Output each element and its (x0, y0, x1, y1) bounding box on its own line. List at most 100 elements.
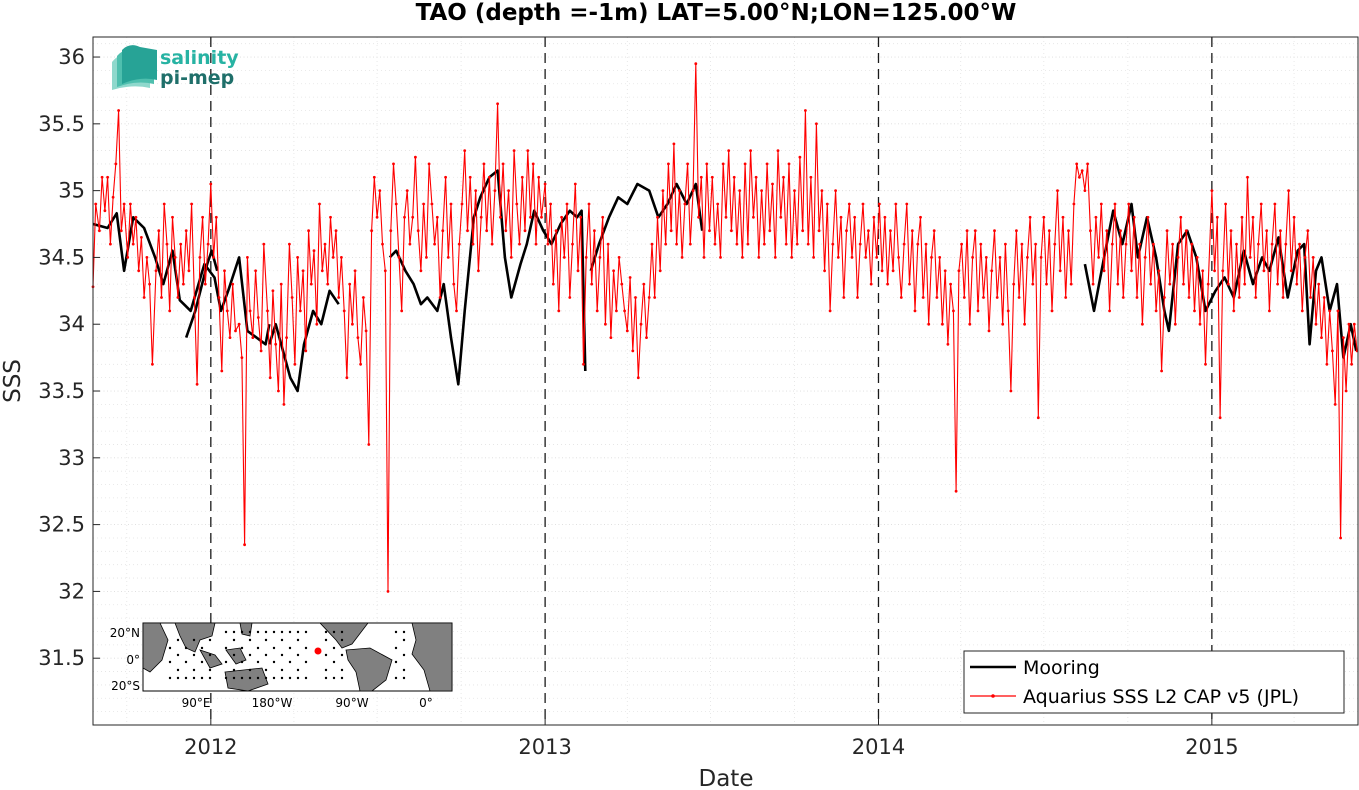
aquarius-point (642, 282, 646, 286)
aquarius-point (240, 356, 244, 359)
map-station-dot (332, 646, 336, 650)
map-station-dot (340, 653, 344, 657)
aquarius-point (323, 242, 327, 246)
aquarius-point (1135, 296, 1139, 299)
aquarius-point (941, 322, 944, 326)
aquarius-point (98, 229, 101, 233)
aquarius-point (526, 149, 530, 153)
aquarius-point (971, 256, 974, 259)
aquarius-point (875, 256, 879, 259)
aquarius-point (540, 215, 543, 219)
map-station-dot (232, 668, 236, 672)
aquarius-point (943, 269, 947, 273)
aquarius-point (298, 309, 302, 313)
aquarius-point (902, 242, 906, 246)
aquarius-point (1028, 215, 1032, 219)
aquarius-point (1317, 282, 1321, 286)
aquarius-point (1336, 309, 1340, 313)
aquarius-point (1160, 369, 1163, 373)
aquarius-point (160, 296, 163, 299)
map-station-dot (232, 638, 236, 642)
map-station-dot (192, 676, 196, 680)
aquarius-point (106, 175, 109, 179)
inset-lat-20n: 20°N (110, 626, 140, 640)
aquarius-point (579, 215, 583, 219)
map-station-dot (280, 668, 284, 672)
aquarius-point (658, 269, 662, 273)
aquarius-point (1347, 322, 1351, 326)
aquarius-point (416, 229, 420, 233)
aquarius-point (259, 349, 263, 353)
aquarius-point (845, 229, 848, 233)
map-station-dot (402, 676, 406, 680)
x-tick-label: 2012 (184, 735, 237, 759)
aquarius-point (1287, 189, 1290, 193)
aquarius-point (1152, 242, 1155, 246)
aquarius-point (834, 189, 837, 193)
aquarius-point (1284, 242, 1288, 246)
aquarius-point (560, 215, 563, 219)
aquarius-point (438, 296, 442, 299)
map-station-dot (394, 630, 398, 634)
aquarius-point (193, 296, 196, 299)
aquarius-point (587, 202, 591, 206)
aquarius-point (883, 215, 887, 219)
aquarius-point (867, 229, 870, 233)
aquarius-point (1237, 296, 1241, 299)
aquarius-point (512, 149, 516, 153)
map-station-dot (272, 660, 276, 664)
aquarius-point (984, 256, 988, 259)
map-station-dot (168, 676, 172, 680)
y-tick-label: 34 (58, 312, 85, 336)
aquarius-point (1289, 269, 1293, 273)
aquarius-point (122, 202, 126, 206)
aquarius-point (546, 242, 550, 246)
aquarius-point (609, 336, 613, 339)
aquarius-point (1154, 309, 1158, 313)
plot-area (93, 37, 1358, 725)
aquarius-point (444, 175, 447, 179)
aquarius-point (504, 229, 508, 233)
aquarius-point (1069, 282, 1073, 286)
aquarius-point (1064, 296, 1068, 299)
aquarius-point (179, 242, 183, 246)
aquarius-point (1017, 296, 1021, 299)
aquarius-point (1080, 169, 1084, 173)
map-station-dot (200, 646, 204, 650)
aquarius-point (206, 242, 210, 246)
aquarius-point (1190, 242, 1194, 246)
aquarius-point (1352, 322, 1356, 326)
map-station-dot (200, 676, 204, 680)
aquarius-point (537, 175, 541, 179)
aquarius-point (277, 389, 280, 393)
chart-title: TAO (depth =-1m) LAT=5.00°N;LON=125.00°W (416, 0, 1017, 26)
map-station-dot (264, 668, 268, 672)
map-station-dot (264, 630, 268, 634)
aquarius-point (1314, 322, 1318, 326)
inset-map-land (143, 623, 452, 691)
inset-lon-90e: 90°E (182, 696, 211, 710)
aquarius-point (1036, 416, 1040, 420)
aquarius-point (251, 336, 255, 339)
aquarius-point (1193, 309, 1196, 313)
map-station-dot (176, 668, 180, 672)
aquarius-point (749, 149, 752, 153)
aquarius-point (680, 256, 684, 259)
aquarius-point (850, 256, 854, 259)
aquarius-point (1243, 282, 1247, 286)
map-station-dot (192, 653, 196, 657)
aquarius-point (809, 175, 813, 179)
aquarius-point (151, 362, 154, 366)
inset-map-stations (168, 630, 406, 680)
map-station-dot (304, 630, 308, 634)
map-station-dot (168, 660, 172, 664)
inset-lon-90w: 90°W (335, 696, 368, 710)
aquarius-point (1201, 269, 1205, 273)
aquarius-point (916, 242, 920, 246)
aquarius-point (773, 256, 777, 259)
map-station-dot (264, 676, 268, 680)
aquarius-point (1034, 242, 1037, 246)
aquarius-point (94, 202, 98, 206)
aquarius-point (326, 282, 330, 286)
map-station-dot (280, 638, 284, 642)
